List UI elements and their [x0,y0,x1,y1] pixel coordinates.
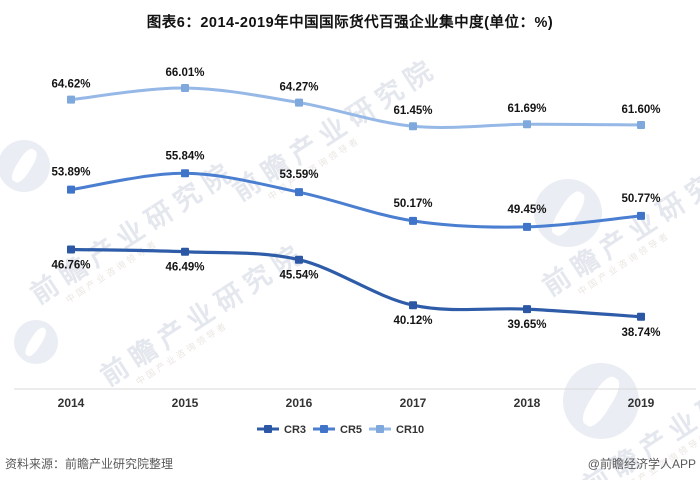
series-line-cr10 [69,86,643,129]
legend-label: CR3 [284,424,306,436]
x-tick-label: 2017 [400,396,427,410]
data-label: 46.49% [165,262,204,274]
data-label: 61.60% [621,104,660,116]
data-point-marker [181,247,189,256]
data-point-marker [637,312,645,321]
data-point-marker [409,122,417,131]
legend-marker-icon [264,425,272,433]
data-label: 45.54% [279,270,318,282]
source-note: 资料来源：前瞻产业研究院整理 [5,457,174,471]
data-point-marker [295,98,303,107]
legend-label: CR10 [396,424,424,436]
data-label: 53.59% [279,169,318,181]
data-point-marker [409,301,417,310]
data-label: 50.17% [393,198,432,210]
attribution-note: @前瞻经济学人APP [587,457,696,471]
legend-item-cr3: CR3 [257,424,306,436]
x-tick-label: 2015 [172,396,199,410]
data-point-marker [67,95,75,104]
data-label: 66.01% [165,67,204,79]
data-label: 40.12% [393,315,432,327]
data-label: 39.65% [507,319,546,331]
data-label: 38.74% [621,327,660,339]
x-tick-label: 2018 [514,396,541,410]
legend-marker-icon [376,425,384,433]
data-point-marker [523,120,531,129]
legend-label: CR5 [340,424,362,436]
series-line-cr5 [69,171,643,229]
data-point-marker [637,211,645,220]
data-point-marker [637,120,645,129]
legend-item-cr5: CR5 [313,424,362,436]
series-line-cr3 [69,247,643,319]
data-point-marker [409,216,417,225]
data-point-marker [295,188,303,197]
chart-title: 图表6：2014-2019年中国国际货代百强企业集中度(单位：%) [146,15,554,31]
data-label: 49.45% [507,204,546,216]
data-label: 50.77% [621,193,660,205]
x-tick-label: 2014 [58,396,85,410]
data-point-marker [295,255,303,264]
legend-marker-icon [320,425,328,433]
data-label: 64.27% [279,82,318,94]
concentration-line-chart: 2014 2015 2016 2017 2018 2019 46.76% 46.49% 45.5… [14,67,696,436]
data-point-marker [523,305,531,314]
data-point-marker [67,185,75,194]
data-point-marker [67,245,75,254]
data-label: 61.69% [507,103,546,115]
data-point-marker [181,169,189,178]
legend-item-cr10: CR10 [369,424,424,436]
data-label: 53.89% [51,167,90,179]
data-label: 55.84% [165,150,204,162]
data-label: 64.62% [51,79,90,91]
data-label: 61.45% [393,105,432,117]
data-label: 46.76% [51,259,90,271]
data-point-marker [181,83,189,92]
x-tick-label: 2016 [286,396,313,410]
x-tick-label: 2019 [628,396,655,410]
data-point-marker [523,222,531,231]
